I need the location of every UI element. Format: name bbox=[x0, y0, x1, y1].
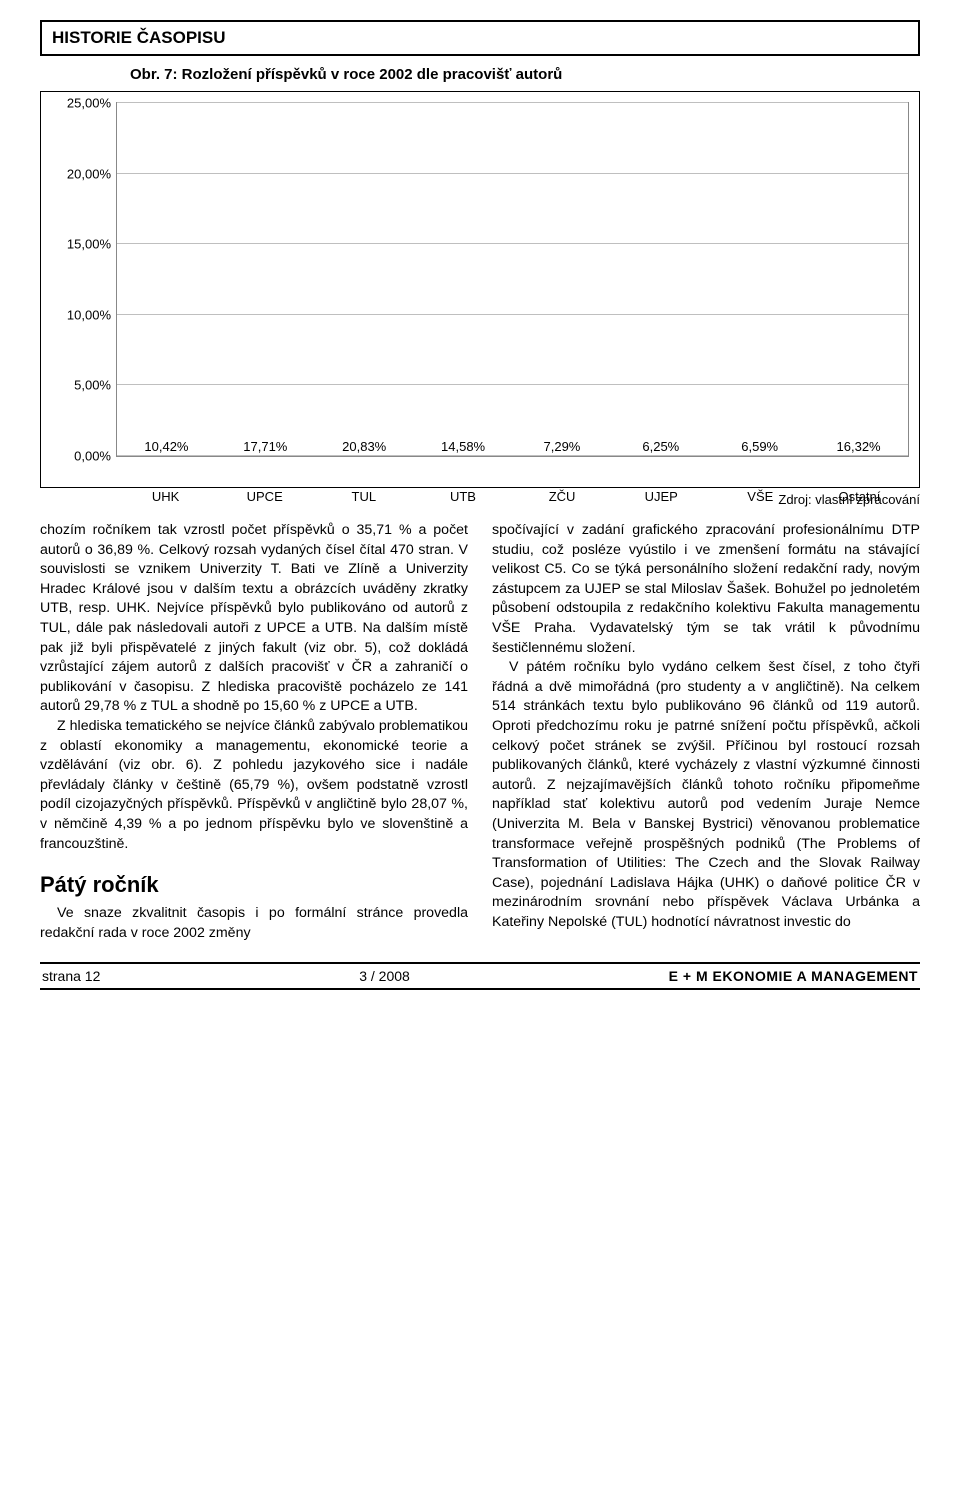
footer-page: strana 12 bbox=[42, 968, 100, 984]
chart-gridline bbox=[117, 173, 908, 174]
chart-bar-slot: 10,42% bbox=[117, 439, 216, 456]
chart-bar-value-label: 10,42% bbox=[144, 439, 188, 454]
chart-x-tick-label: Ostatní bbox=[810, 489, 909, 504]
chart-x-tick-label: UJEP bbox=[612, 489, 711, 504]
chart-bar-slot: 16,32% bbox=[809, 439, 908, 456]
chart-y-tick-label: 25,00% bbox=[67, 96, 111, 111]
chart-y-tick-label: 10,00% bbox=[67, 307, 111, 322]
para: chozím ročníkem tak vzrostl počet příspě… bbox=[40, 521, 468, 717]
chart-plot-area: 10,42% 17,71% 20,83% 14,58% 7,29% 6,25% 6,59% 1… bbox=[116, 102, 909, 482]
chart-x-labels: UHKUPCETULUTBZČUUJEPVŠEOstatní bbox=[116, 489, 909, 504]
chart-bar-value-label: 6,25% bbox=[642, 439, 679, 454]
right-column: spočívající v zadání grafického zpracová… bbox=[492, 521, 920, 944]
chart-gridline bbox=[117, 243, 908, 244]
footer-journal: E + M EKONOMIE A MANAGEMENT bbox=[669, 968, 918, 984]
chart-gridline bbox=[117, 314, 908, 315]
chart-y-tick-label: 0,00% bbox=[74, 449, 111, 464]
chart-x-tick-label: UHK bbox=[116, 489, 215, 504]
chart-plot-region: 10,42% 17,71% 20,83% 14,58% 7,29% 6,25% 6,59% 1… bbox=[116, 102, 909, 457]
page-footer: strana 12 3 / 2008 E + M EKONOMIE A MANA… bbox=[40, 962, 920, 990]
chart-x-tick-label: TUL bbox=[314, 489, 413, 504]
para: Z hlediska tematického se nejvíce článků… bbox=[40, 717, 468, 854]
chart-bar-slot: 6,25% bbox=[611, 439, 710, 456]
chart-x-tick-label: ZČU bbox=[513, 489, 612, 504]
chart-bars: 10,42% 17,71% 20,83% 14,58% 7,29% 6,25% 6,59% 1… bbox=[117, 103, 908, 456]
chart-bar-slot: 6,59% bbox=[710, 439, 809, 456]
left-column: chozím ročníkem tak vzrostl počet příspě… bbox=[40, 521, 468, 944]
chart-y-tick-label: 20,00% bbox=[67, 166, 111, 181]
chart-bar-value-label: 17,71% bbox=[243, 439, 287, 454]
header-category: HISTORIE ČASOPISU bbox=[52, 28, 908, 48]
chart-y-tick-label: 15,00% bbox=[67, 237, 111, 252]
chart-bar-slot: 20,83% bbox=[315, 439, 414, 456]
para: spočívající v zadání grafického zpracová… bbox=[492, 521, 920, 658]
chart-gridline bbox=[117, 102, 908, 103]
footer-issue: 3 / 2008 bbox=[359, 968, 410, 984]
section-heading: Pátý ročník bbox=[40, 870, 468, 900]
chart-bar-value-label: 7,29% bbox=[544, 439, 581, 454]
header-category-box: HISTORIE ČASOPISU bbox=[40, 20, 920, 56]
chart-bar-value-label: 6,59% bbox=[741, 439, 778, 454]
chart-gridline bbox=[117, 455, 908, 456]
chart-bar-slot: 7,29% bbox=[513, 439, 612, 456]
chart-y-tick-label: 5,00% bbox=[74, 378, 111, 393]
chart-gridline bbox=[117, 384, 908, 385]
bar-chart: 10,42% 17,71% 20,83% 14,58% 7,29% 6,25% 6,59% 1… bbox=[40, 91, 920, 488]
chart-bar-value-label: 20,83% bbox=[342, 439, 386, 454]
figure-caption: Obr. 7: Rozložení příspěvků v roce 2002 … bbox=[130, 66, 920, 83]
chart-x-tick-label: VŠE bbox=[711, 489, 810, 504]
para: V pátém ročníku bylo vydáno celkem šest … bbox=[492, 658, 920, 932]
chart-bar-value-label: 16,32% bbox=[837, 439, 881, 454]
chart-x-tick-label: UTB bbox=[413, 489, 512, 504]
chart-bar-slot: 14,58% bbox=[414, 439, 513, 456]
body-columns: chozím ročníkem tak vzrostl počet příspě… bbox=[40, 521, 920, 944]
para: Ve snaze zkvalitnit časopis i po formáln… bbox=[40, 904, 468, 943]
chart-x-tick-label: UPCE bbox=[215, 489, 314, 504]
chart-bar-slot: 17,71% bbox=[216, 439, 315, 456]
chart-bar-value-label: 14,58% bbox=[441, 439, 485, 454]
